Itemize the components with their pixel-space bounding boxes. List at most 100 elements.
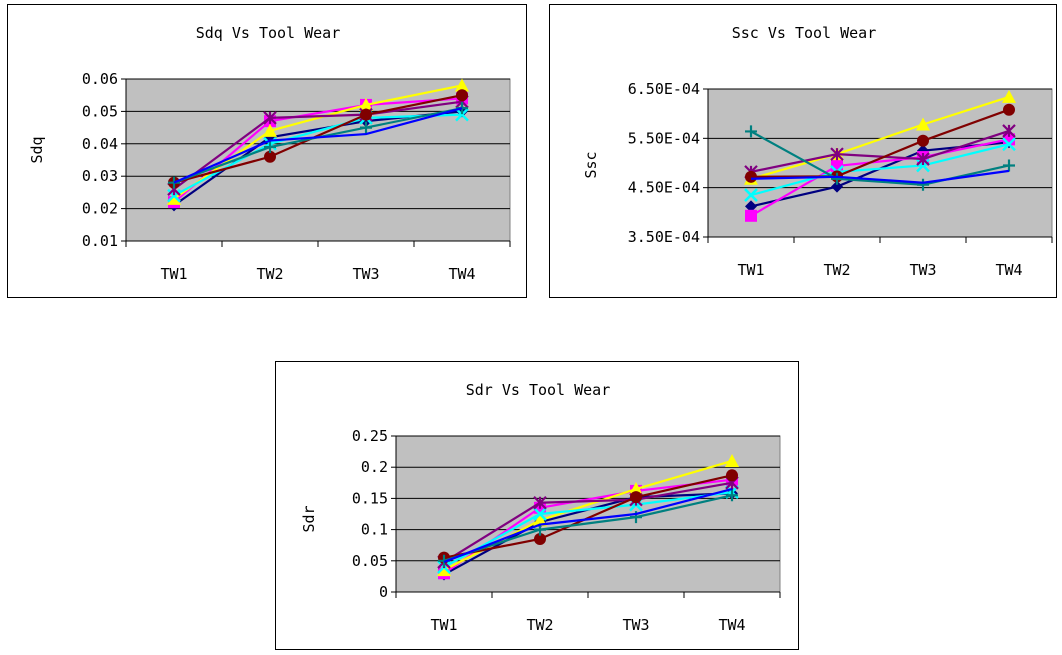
y-tick-label: 0.05 (82, 102, 118, 120)
data-point (437, 563, 451, 577)
data-point (360, 121, 372, 134)
data-point (167, 191, 181, 205)
series-line (750, 95, 1010, 180)
x-tick-label: TW1 (430, 616, 457, 634)
data-point (533, 495, 547, 510)
series-3 (744, 137, 1016, 202)
y-tick-label: 0 (379, 583, 388, 601)
data-point (745, 125, 757, 138)
series-line (443, 474, 733, 559)
y-tick-label: 0.04 (82, 135, 118, 153)
data-point (533, 507, 547, 521)
sdr-chart: Sdr Vs Tool Wear Sdr 0 0.05 0.1 0.15 0.2 0.25… (300, 381, 781, 634)
series-line (443, 481, 733, 563)
data-point (263, 111, 277, 125)
x-tick-label: TW3 (622, 616, 649, 634)
data-point (726, 489, 738, 502)
data-point (916, 117, 930, 131)
data-point (533, 513, 547, 527)
y-tick-label: 0.06 (82, 70, 118, 88)
data-point (264, 141, 276, 154)
x-tick-label: TW2 (256, 265, 283, 283)
ssc-chart: Ssc Vs Tool Wear Ssc 3.50E-04 4.50E-04 5.5… (582, 24, 1053, 279)
chart-title: Sdr Vs Tool Wear (466, 381, 611, 399)
data-point (264, 150, 276, 163)
chart-title: Sdq Vs Tool Wear (196, 24, 341, 42)
y-tick-label: 0.1 (361, 521, 388, 539)
data-point (455, 107, 469, 122)
series-line (173, 100, 463, 191)
data-point (745, 209, 757, 222)
chart-title: Ssc Vs Tool Wear (732, 24, 877, 42)
data-point (1002, 124, 1016, 138)
data-point (263, 123, 277, 137)
plot-area (707, 88, 1053, 238)
y-tick-label: 0.2 (361, 458, 388, 476)
x-tick-label: TW3 (909, 261, 936, 279)
x-tick-label: TW3 (352, 265, 379, 283)
x-tick-label: TW4 (448, 265, 475, 283)
series-7 (173, 107, 463, 184)
y-tick-label: 4.50E-04 (628, 179, 700, 197)
data-point (745, 200, 757, 213)
data-point (916, 158, 930, 173)
series-line (750, 138, 1010, 217)
series-6 (438, 489, 738, 567)
data-point (831, 172, 843, 185)
y-axis-label: Sdq (28, 136, 46, 163)
series-line (443, 487, 733, 564)
data-point (1002, 137, 1016, 152)
data-point (455, 78, 469, 92)
x-tick-label: TW2 (823, 261, 850, 279)
data-point (360, 108, 372, 121)
series-line (173, 107, 463, 184)
plot-area (125, 78, 511, 242)
data-point (359, 97, 373, 111)
chart-panel-sdr: Sdr Vs Tool Wear Sdr 0 0.05 0.1 0.15 0.2 0.25… (275, 361, 799, 650)
y-tick-label: 0.25 (352, 427, 388, 445)
data-point (831, 180, 843, 193)
series-line (750, 129, 1010, 173)
series-line (750, 143, 1010, 197)
y-tick-label: 5.50E-04 (628, 129, 700, 147)
y-tick-label: 0.05 (352, 552, 388, 570)
data-point (1003, 159, 1015, 172)
data-point (1002, 89, 1016, 103)
y-tick-label: 0.02 (82, 200, 118, 218)
series-line (173, 94, 463, 184)
y-tick-label: 6.50E-04 (628, 80, 700, 98)
chart-panel-ssc: Ssc Vs Tool Wear Ssc 3.50E-04 4.50E-04 5.5… (549, 4, 1057, 298)
series-line (750, 108, 1010, 178)
data-point (726, 469, 738, 482)
data-point (534, 532, 546, 545)
data-point (916, 152, 930, 166)
y-tick-label: 0.15 (352, 489, 388, 507)
x-tick-label: TW4 (718, 616, 745, 634)
y-tick-label: 3.50E-04 (628, 228, 700, 246)
series-line (443, 491, 733, 569)
y-tick-label: 0.03 (82, 167, 118, 185)
chart-panel-sdq: Sdq Vs Tool Wear Sdq 0.01 0.02 0.03 0.04 0.0… (7, 4, 527, 298)
series-7 (750, 169, 1010, 184)
series-line (750, 130, 1010, 186)
x-tick-label: TW2 (526, 616, 553, 634)
sdq-chart: Sdq Vs Tool Wear Sdq 0.01 0.02 0.03 0.04 0.0… (28, 24, 511, 283)
x-tick-label: TW4 (995, 261, 1022, 279)
x-tick-label: TW1 (160, 265, 187, 283)
series-5 (168, 89, 468, 189)
data-point (1003, 103, 1015, 116)
data-point (830, 147, 844, 161)
series-6 (745, 125, 1015, 191)
data-point (744, 188, 758, 202)
data-point (725, 453, 739, 467)
series-line (443, 494, 733, 562)
data-point (629, 482, 643, 496)
data-point (456, 89, 468, 102)
y-axis-label: Sdr (300, 505, 318, 532)
data-point (917, 134, 929, 147)
y-axis-label: Ssc (582, 151, 600, 178)
series-7 (443, 487, 733, 564)
series-line (750, 169, 1010, 184)
x-tick-label: TW1 (737, 261, 764, 279)
data-point (917, 178, 929, 191)
